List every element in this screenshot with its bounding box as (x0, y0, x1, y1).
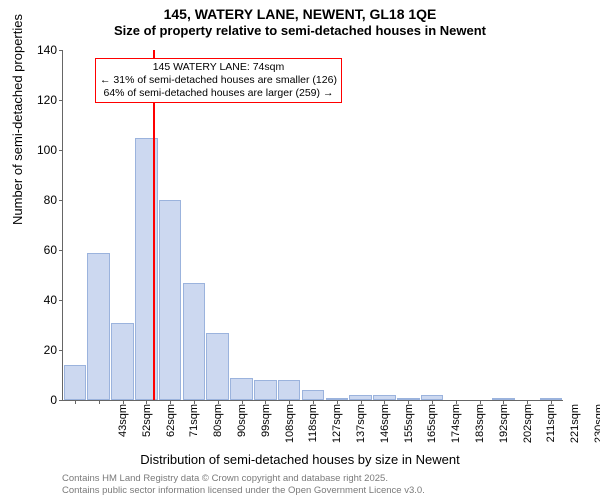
histogram-bar (87, 253, 110, 401)
chart-title: 145, WATERY LANE, NEWENT, GL18 1QE (0, 0, 600, 23)
y-tick-mark (59, 350, 63, 351)
x-tick-mark (337, 400, 338, 404)
chart-subtitle: Size of property relative to semi-detach… (0, 23, 600, 40)
y-tick-label: 120 (23, 93, 57, 107)
x-tick-mark (408, 400, 409, 404)
histogram-bar (302, 390, 325, 400)
x-tick-label: 108sqm (284, 404, 296, 454)
y-tick-label: 40 (23, 293, 57, 307)
x-tick-mark (313, 400, 314, 404)
histogram-bar (230, 378, 253, 401)
annotation-line2: ← 31% of semi-detached houses are smalle… (100, 74, 337, 87)
x-tick-mark (146, 400, 147, 404)
annotation-box: 145 WATERY LANE: 74sqm← 31% of semi-deta… (95, 58, 342, 103)
x-tick-mark (194, 400, 195, 404)
x-tick-mark (170, 400, 171, 404)
x-tick-label: 211sqm (545, 404, 557, 454)
y-tick-mark (59, 250, 63, 251)
x-tick-label: 127sqm (331, 404, 343, 454)
chart-area: 02040608010012014043sqm52sqm62sqm71sqm80… (62, 50, 562, 400)
chart-container: 145, WATERY LANE, NEWENT, GL18 1QE Size … (0, 0, 600, 500)
y-tick-mark (59, 100, 63, 101)
x-tick-label: 174sqm (450, 404, 462, 454)
x-tick-mark (361, 400, 362, 404)
x-tick-mark (551, 400, 552, 404)
x-tick-mark (527, 400, 528, 404)
x-tick-label: 221sqm (569, 404, 581, 454)
annotation-line3: 64% of semi-detached houses are larger (… (100, 87, 337, 100)
y-tick-label: 100 (23, 143, 57, 157)
x-tick-mark (503, 400, 504, 404)
x-tick-label: 192sqm (498, 404, 510, 454)
x-tick-mark (384, 400, 385, 404)
x-tick-mark (218, 400, 219, 404)
x-tick-mark (75, 400, 76, 404)
x-tick-label: 62sqm (165, 404, 177, 454)
y-tick-mark (59, 200, 63, 201)
x-tick-label: 230sqm (593, 404, 600, 454)
histogram-bar (278, 380, 301, 400)
x-tick-label: 146sqm (379, 404, 391, 454)
y-tick-label: 20 (23, 343, 57, 357)
y-tick-label: 60 (23, 243, 57, 257)
y-tick-mark (59, 300, 63, 301)
x-tick-mark (99, 400, 100, 404)
x-tick-label: 165sqm (426, 404, 438, 454)
x-tick-mark (480, 400, 481, 404)
x-tick-mark (242, 400, 243, 404)
annotation-line1: 145 WATERY LANE: 74sqm (100, 61, 337, 74)
plot-area: 02040608010012014043sqm52sqm62sqm71sqm80… (62, 50, 563, 401)
y-tick-label: 0 (23, 393, 57, 407)
x-tick-label: 43sqm (117, 404, 129, 454)
y-tick-label: 80 (23, 193, 57, 207)
x-tick-label: 52sqm (141, 404, 153, 454)
histogram-bar (159, 200, 182, 400)
y-tick-label: 140 (23, 43, 57, 57)
x-tick-label: 71sqm (188, 404, 200, 454)
histogram-bar (254, 380, 277, 400)
histogram-bar (183, 283, 206, 401)
x-tick-label: 202sqm (522, 404, 534, 454)
x-tick-label: 155sqm (403, 404, 415, 454)
x-tick-mark (123, 400, 124, 404)
x-tick-mark (265, 400, 266, 404)
x-tick-label: 80sqm (212, 404, 224, 454)
x-axis-label: Distribution of semi-detached houses by … (0, 452, 600, 467)
histogram-bar (64, 365, 87, 400)
x-tick-label: 137sqm (355, 404, 367, 454)
histogram-bar (206, 333, 229, 401)
x-tick-label: 118sqm (307, 404, 319, 454)
x-tick-label: 99sqm (260, 404, 272, 454)
y-tick-mark (59, 50, 63, 51)
x-tick-mark (289, 400, 290, 404)
x-tick-mark (456, 400, 457, 404)
x-tick-label: 183sqm (474, 404, 486, 454)
x-tick-label: 90sqm (236, 404, 248, 454)
y-tick-mark (59, 150, 63, 151)
x-tick-mark (432, 400, 433, 404)
histogram-bar (111, 323, 134, 401)
y-tick-mark (59, 400, 63, 401)
footer-line2: Contains public sector information licen… (62, 485, 425, 496)
footer-line1: Contains HM Land Registry data © Crown c… (62, 473, 425, 484)
attribution-footer: Contains HM Land Registry data © Crown c… (62, 473, 425, 496)
